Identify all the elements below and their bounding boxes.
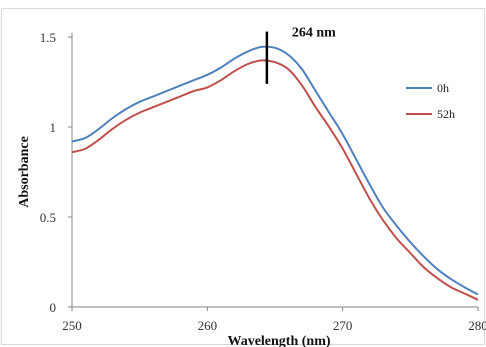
- series-line-52h: [71, 59, 479, 301]
- x-tick-label: 250: [62, 318, 82, 333]
- series-lines: [71, 45, 479, 301]
- y-tick-label: 0: [50, 300, 57, 315]
- x-tick-label: 270: [333, 318, 353, 333]
- x-axis-title: Wavelength (nm): [227, 334, 330, 347]
- peak-annotation-label: 264 nm: [292, 26, 336, 41]
- legend-label-52h: 52h: [437, 107, 455, 121]
- y-tick-label: 0.5: [40, 210, 56, 225]
- x-tick-label: 260: [198, 318, 218, 333]
- tick-labels: 0 0.5 1 1.5 250 260 270 280: [40, 30, 486, 333]
- legend: 0h 52h: [406, 81, 455, 121]
- chart-border: [1, 8, 485, 345]
- series-line-0h: [71, 45, 479, 296]
- y-tick-label: 1: [50, 120, 57, 135]
- y-axis-title: Absorbance: [17, 136, 32, 208]
- annotation: 264 nm: [265, 26, 336, 84]
- axes: [68, 33, 479, 311]
- x-tick-label: 280: [468, 318, 486, 333]
- legend-label-0h: 0h: [437, 81, 449, 95]
- y-tick-label: 1.5: [40, 30, 56, 45]
